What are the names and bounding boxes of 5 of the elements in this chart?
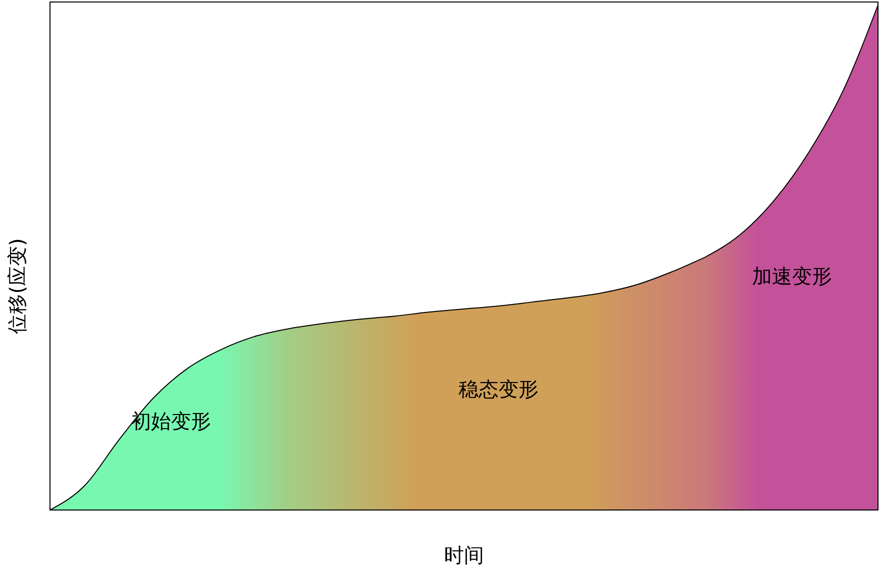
x-axis-title: 时间 bbox=[444, 543, 484, 567]
series-label: 稳态变形 bbox=[458, 377, 538, 402]
series-label: 初始变形 bbox=[130, 409, 211, 434]
y-axis-title: 位移(应变) bbox=[5, 238, 29, 334]
series-label: 加速变形 bbox=[752, 264, 832, 288]
